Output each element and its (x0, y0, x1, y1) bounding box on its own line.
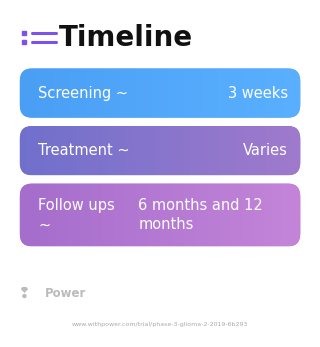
Text: Treatment ~: Treatment ~ (38, 143, 130, 158)
Text: Varies: Varies (243, 143, 288, 158)
FancyBboxPatch shape (20, 126, 300, 175)
FancyBboxPatch shape (20, 68, 300, 118)
Text: Power: Power (45, 287, 86, 300)
Text: ❢: ❢ (18, 286, 31, 301)
Text: Timeline: Timeline (59, 24, 193, 51)
FancyBboxPatch shape (20, 184, 300, 246)
Text: Screening ~: Screening ~ (38, 86, 129, 101)
Text: Follow ups
~: Follow ups ~ (38, 197, 115, 232)
Text: 6 months and 12
months: 6 months and 12 months (138, 197, 263, 232)
Text: www.withpower.com/trial/phase-3-glioma-2-2019-6b293: www.withpower.com/trial/phase-3-glioma-2… (72, 322, 248, 327)
Text: 3 weeks: 3 weeks (228, 86, 288, 101)
